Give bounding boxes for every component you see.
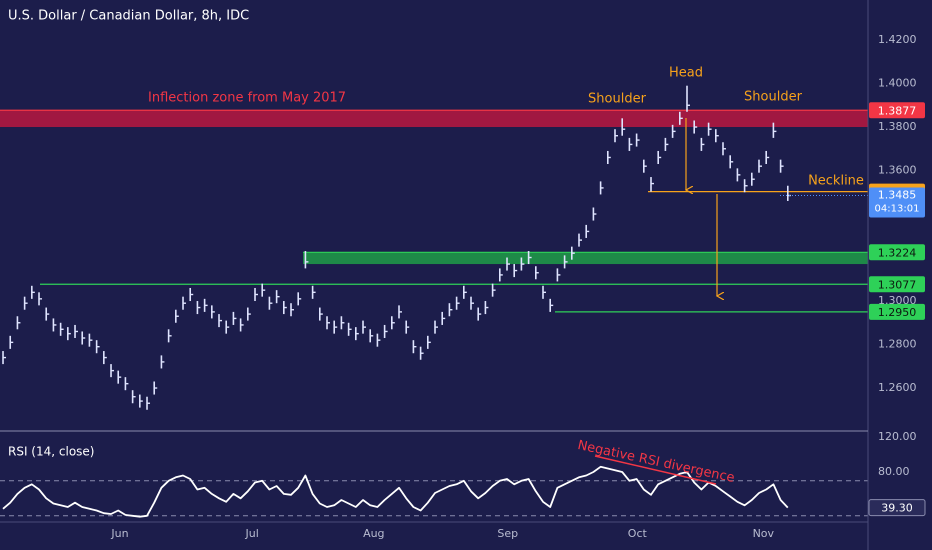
plot-layer (0, 85, 868, 518)
y-tick-label: 120.00 (878, 430, 917, 443)
price-label-box (869, 244, 925, 261)
price-label-box (869, 303, 925, 320)
annotation: Shoulder (744, 90, 803, 105)
price-label-box (869, 102, 925, 119)
x-tick-label: Nov (753, 527, 775, 540)
level-label: 1.3877 (878, 104, 917, 117)
zone (0, 110, 868, 128)
y-tick-label: 1.4200 (878, 33, 917, 46)
x-tick-label: Sep (497, 527, 518, 540)
countdown: 04:13:01 (875, 204, 920, 215)
level-label: 1.3077 (878, 278, 917, 291)
divergence-line (594, 455, 717, 485)
annotation: Inflection zone from May 2017 (148, 91, 346, 106)
y-tick-label: 1.2600 (878, 381, 917, 394)
level-label: 1.3224 (878, 246, 917, 259)
last-price-box (869, 187, 925, 218)
y-tick-label: 1.3600 (878, 164, 917, 177)
level-label: 1.2950 (878, 306, 917, 319)
price-label-box (869, 276, 925, 293)
x-tick-label: Aug (363, 527, 384, 540)
rsi-line (2, 465, 789, 518)
zone (303, 252, 868, 265)
y-tick-label: 1.3000 (878, 294, 917, 307)
annotation: Shoulder (588, 92, 647, 107)
rsi-last-label: 39.30 (881, 502, 913, 515)
y-tick-label: 1.3800 (878, 120, 917, 133)
rsi-last-box (868, 499, 926, 517)
y-tick-label: 1.2800 (878, 338, 917, 351)
annotation: Head (669, 66, 703, 81)
last-price-label: 1.3485 (878, 189, 917, 202)
x-tick-label: Jul (244, 527, 258, 540)
x-tick-label: Oct (628, 527, 648, 540)
chart-title: U.S. Dollar / Canadian Dollar, 8h, IDC (8, 9, 249, 24)
y-tick-label: 80.00 (878, 465, 910, 478)
x-tick-label: Jun (110, 527, 128, 540)
y-tick-label: 1.4000 (878, 77, 917, 90)
annotation: Neckline (808, 174, 864, 189)
rsi-title: RSI (14, close) (8, 445, 94, 459)
